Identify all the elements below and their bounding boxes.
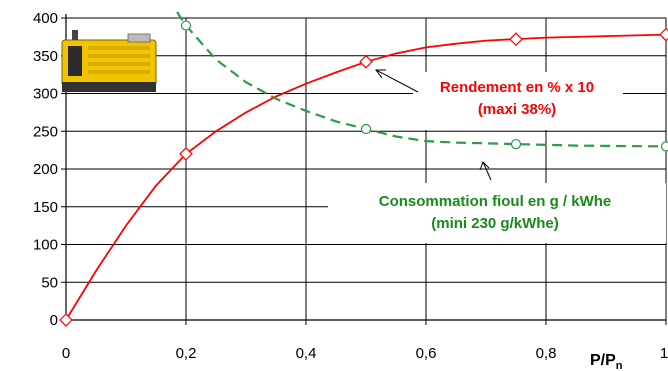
y-tick-label: 0 <box>50 312 58 329</box>
series-0-point <box>179 147 193 161</box>
series-markers <box>59 20 668 327</box>
x-tick-label: 0,8 <box>536 345 557 362</box>
x-tick-label: 0,2 <box>176 345 197 362</box>
y-tick-label: 300 <box>33 86 58 103</box>
y-tick-label: 200 <box>33 161 58 178</box>
series-0-point <box>359 54 373 69</box>
green-annotation-box <box>328 183 666 243</box>
green-annotation-line2: (mini 230 g/kWhe) <box>431 215 559 232</box>
annotation-arrows <box>375 69 492 181</box>
series-1-point <box>360 123 372 135</box>
x-axis-label-sub: n <box>616 360 623 371</box>
red-annotation-line2: (maxi 38%) <box>478 101 556 118</box>
y-tick-label: 150 <box>33 199 58 216</box>
x-tick-label: 0,4 <box>296 345 317 362</box>
series-0-point <box>509 32 523 46</box>
x-tick-label: 0 <box>62 345 70 362</box>
x-axis-label: P/Pn <box>590 352 623 371</box>
red-annotation-box <box>413 72 623 130</box>
red-annotation-line1: Rendement en % x 10 <box>440 79 594 96</box>
y-tick-label: 350 <box>33 48 58 65</box>
series-1-point <box>180 20 192 31</box>
series-1-point <box>510 138 522 150</box>
series-0-point <box>659 27 668 42</box>
green-annotation-line1: Consommation fioul en g / kWhe <box>379 193 612 210</box>
generator-icon <box>61 30 157 92</box>
y-tick-label: 400 <box>33 10 58 27</box>
series-1-point <box>660 141 668 152</box>
series-0-point <box>59 313 73 327</box>
x-tick-label: 1 <box>660 345 668 362</box>
x-tick-labels: 0 0,2 0,4 0,6 0,8 1 <box>62 345 668 362</box>
x-axis-label-main: P/P <box>590 352 616 369</box>
x-tick-label: 0,6 <box>416 345 437 362</box>
y-tick-label: 250 <box>33 123 58 140</box>
y-tick-labels: 0 50 100 150 200 250 300 350 400 <box>33 10 58 329</box>
y-tick-label: 100 <box>33 237 58 254</box>
y-tick-label: 50 <box>41 274 58 291</box>
